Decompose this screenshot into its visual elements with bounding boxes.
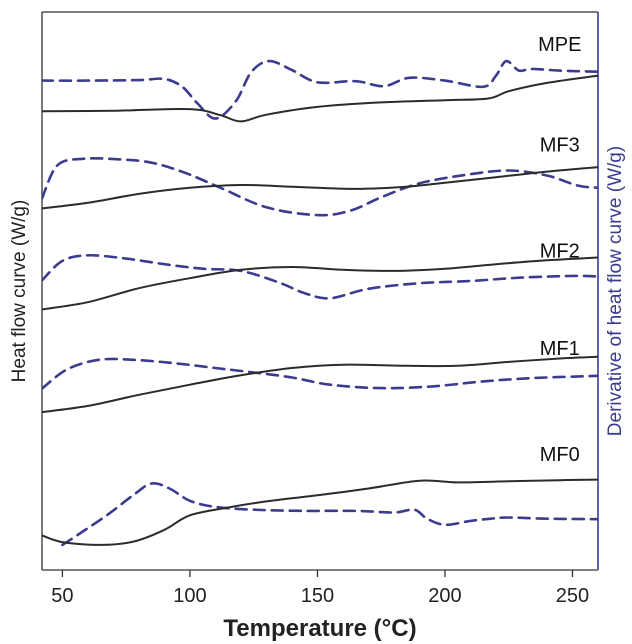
x-tick-label: 50 — [51, 585, 73, 607]
x-axis-title: Temperature (°C) — [223, 615, 416, 642]
heat-flow-curve-mf2 — [42, 256, 598, 311]
series-label-mf2: MF2 — [540, 241, 580, 263]
plot-area — [42, 59, 598, 547]
axes: 50 100 150 200 250 Temperature (°C) Heat flow … — [9, 11, 626, 642]
derivative-curve-mf1 — [42, 357, 598, 390]
x-tick-label: 200 — [428, 585, 461, 607]
derivative-curve-mf3 — [42, 157, 598, 217]
x-tick-label: 150 — [301, 585, 334, 607]
series-label-mf3: MF3 — [540, 135, 580, 157]
y-axis-right-title: Derivative of heat flow curve (W/g) — [605, 146, 626, 436]
derivative-curve-mpe — [42, 59, 598, 120]
series-lines — [42, 59, 598, 547]
derivative-curve-mf0 — [61, 482, 598, 547]
heat-flow-curve-mf1 — [42, 355, 598, 414]
heat-flow-curve-mf3 — [42, 166, 598, 210]
heat-flow-curve-mf0 — [42, 478, 598, 546]
series-labels: MPE MF3 MF2 MF1 MF0 — [538, 34, 581, 466]
series-label-mf1: MF1 — [540, 338, 580, 360]
series-label-mpe: MPE — [538, 34, 581, 56]
heat-flow-curve-mpe — [42, 74, 598, 123]
y-axis-left-title: Heat flow curve (W/g) — [9, 200, 30, 383]
x-tick-label: 100 — [173, 585, 206, 607]
series-label-mf0: MF0 — [540, 444, 580, 466]
x-tick-label: 250 — [556, 585, 589, 607]
derivative-curve-mf2 — [42, 253, 598, 300]
